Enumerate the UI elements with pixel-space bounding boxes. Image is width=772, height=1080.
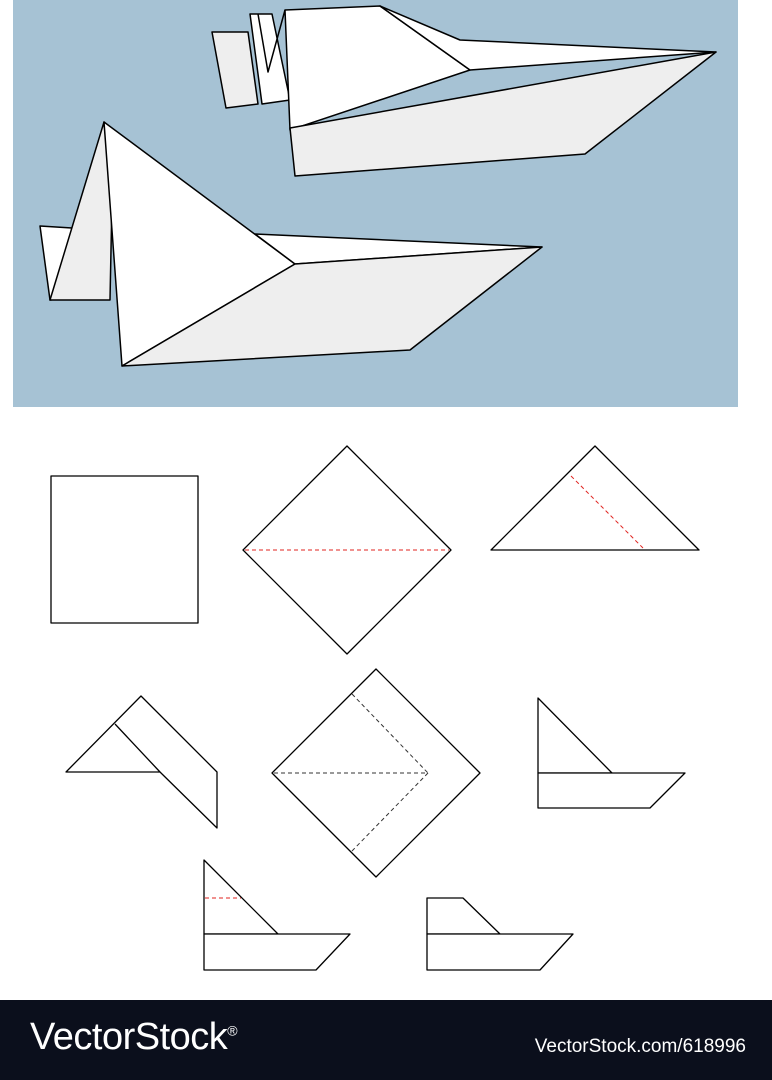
step-6-sailboat-shape bbox=[538, 698, 685, 808]
step-5-diamond-with-folds bbox=[272, 669, 480, 877]
step-2-diamond-fold bbox=[243, 446, 451, 654]
trademark-symbol: ® bbox=[227, 1022, 237, 1038]
step-8-boat-shape bbox=[427, 898, 573, 970]
folding-steps bbox=[51, 446, 699, 970]
brand-name: VectorStock bbox=[30, 1016, 227, 1058]
step-7-sailboat-fold bbox=[204, 860, 350, 970]
step-3-triangle-fold bbox=[491, 446, 699, 550]
image-id-label: VectorStock.com/618996 bbox=[535, 1036, 746, 1058]
footer-bar: VectorStock® VectorStock.com/618996 bbox=[0, 1000, 772, 1080]
step-4-folded-triangle bbox=[66, 696, 217, 828]
origami-boat-illustration bbox=[0, 0, 772, 1000]
brand-logo: VectorStock® bbox=[30, 1016, 237, 1059]
step-1-square-paper bbox=[51, 476, 198, 623]
